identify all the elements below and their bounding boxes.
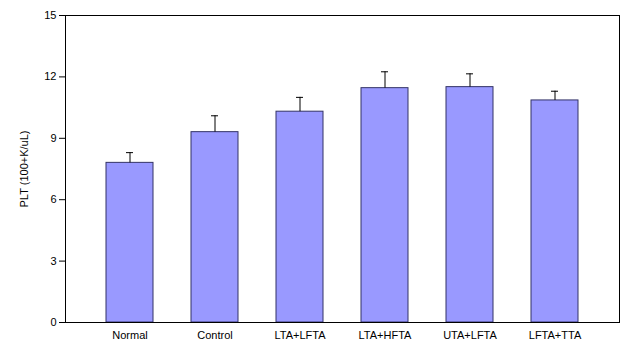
svg-text:9: 9	[50, 132, 56, 144]
svg-text:PLT (100+K/uL): PLT (100+K/uL)	[18, 131, 30, 208]
svg-text:LTA+LFTA: LTA+LFTA	[274, 329, 326, 341]
svg-text:0: 0	[50, 316, 56, 328]
svg-text:UTA+LFTA: UTA+LFTA	[443, 329, 497, 341]
svg-text:12: 12	[44, 70, 56, 82]
svg-text:6: 6	[50, 193, 56, 205]
svg-text:LTA+HFTA: LTA+HFTA	[359, 329, 413, 341]
svg-text:3: 3	[50, 255, 56, 267]
svg-text:LFTA+TTA: LFTA+TTA	[529, 329, 582, 341]
svg-text:Control: Control	[197, 329, 232, 341]
svg-text:Normal: Normal	[112, 329, 147, 341]
svg-text:15: 15	[44, 9, 56, 21]
